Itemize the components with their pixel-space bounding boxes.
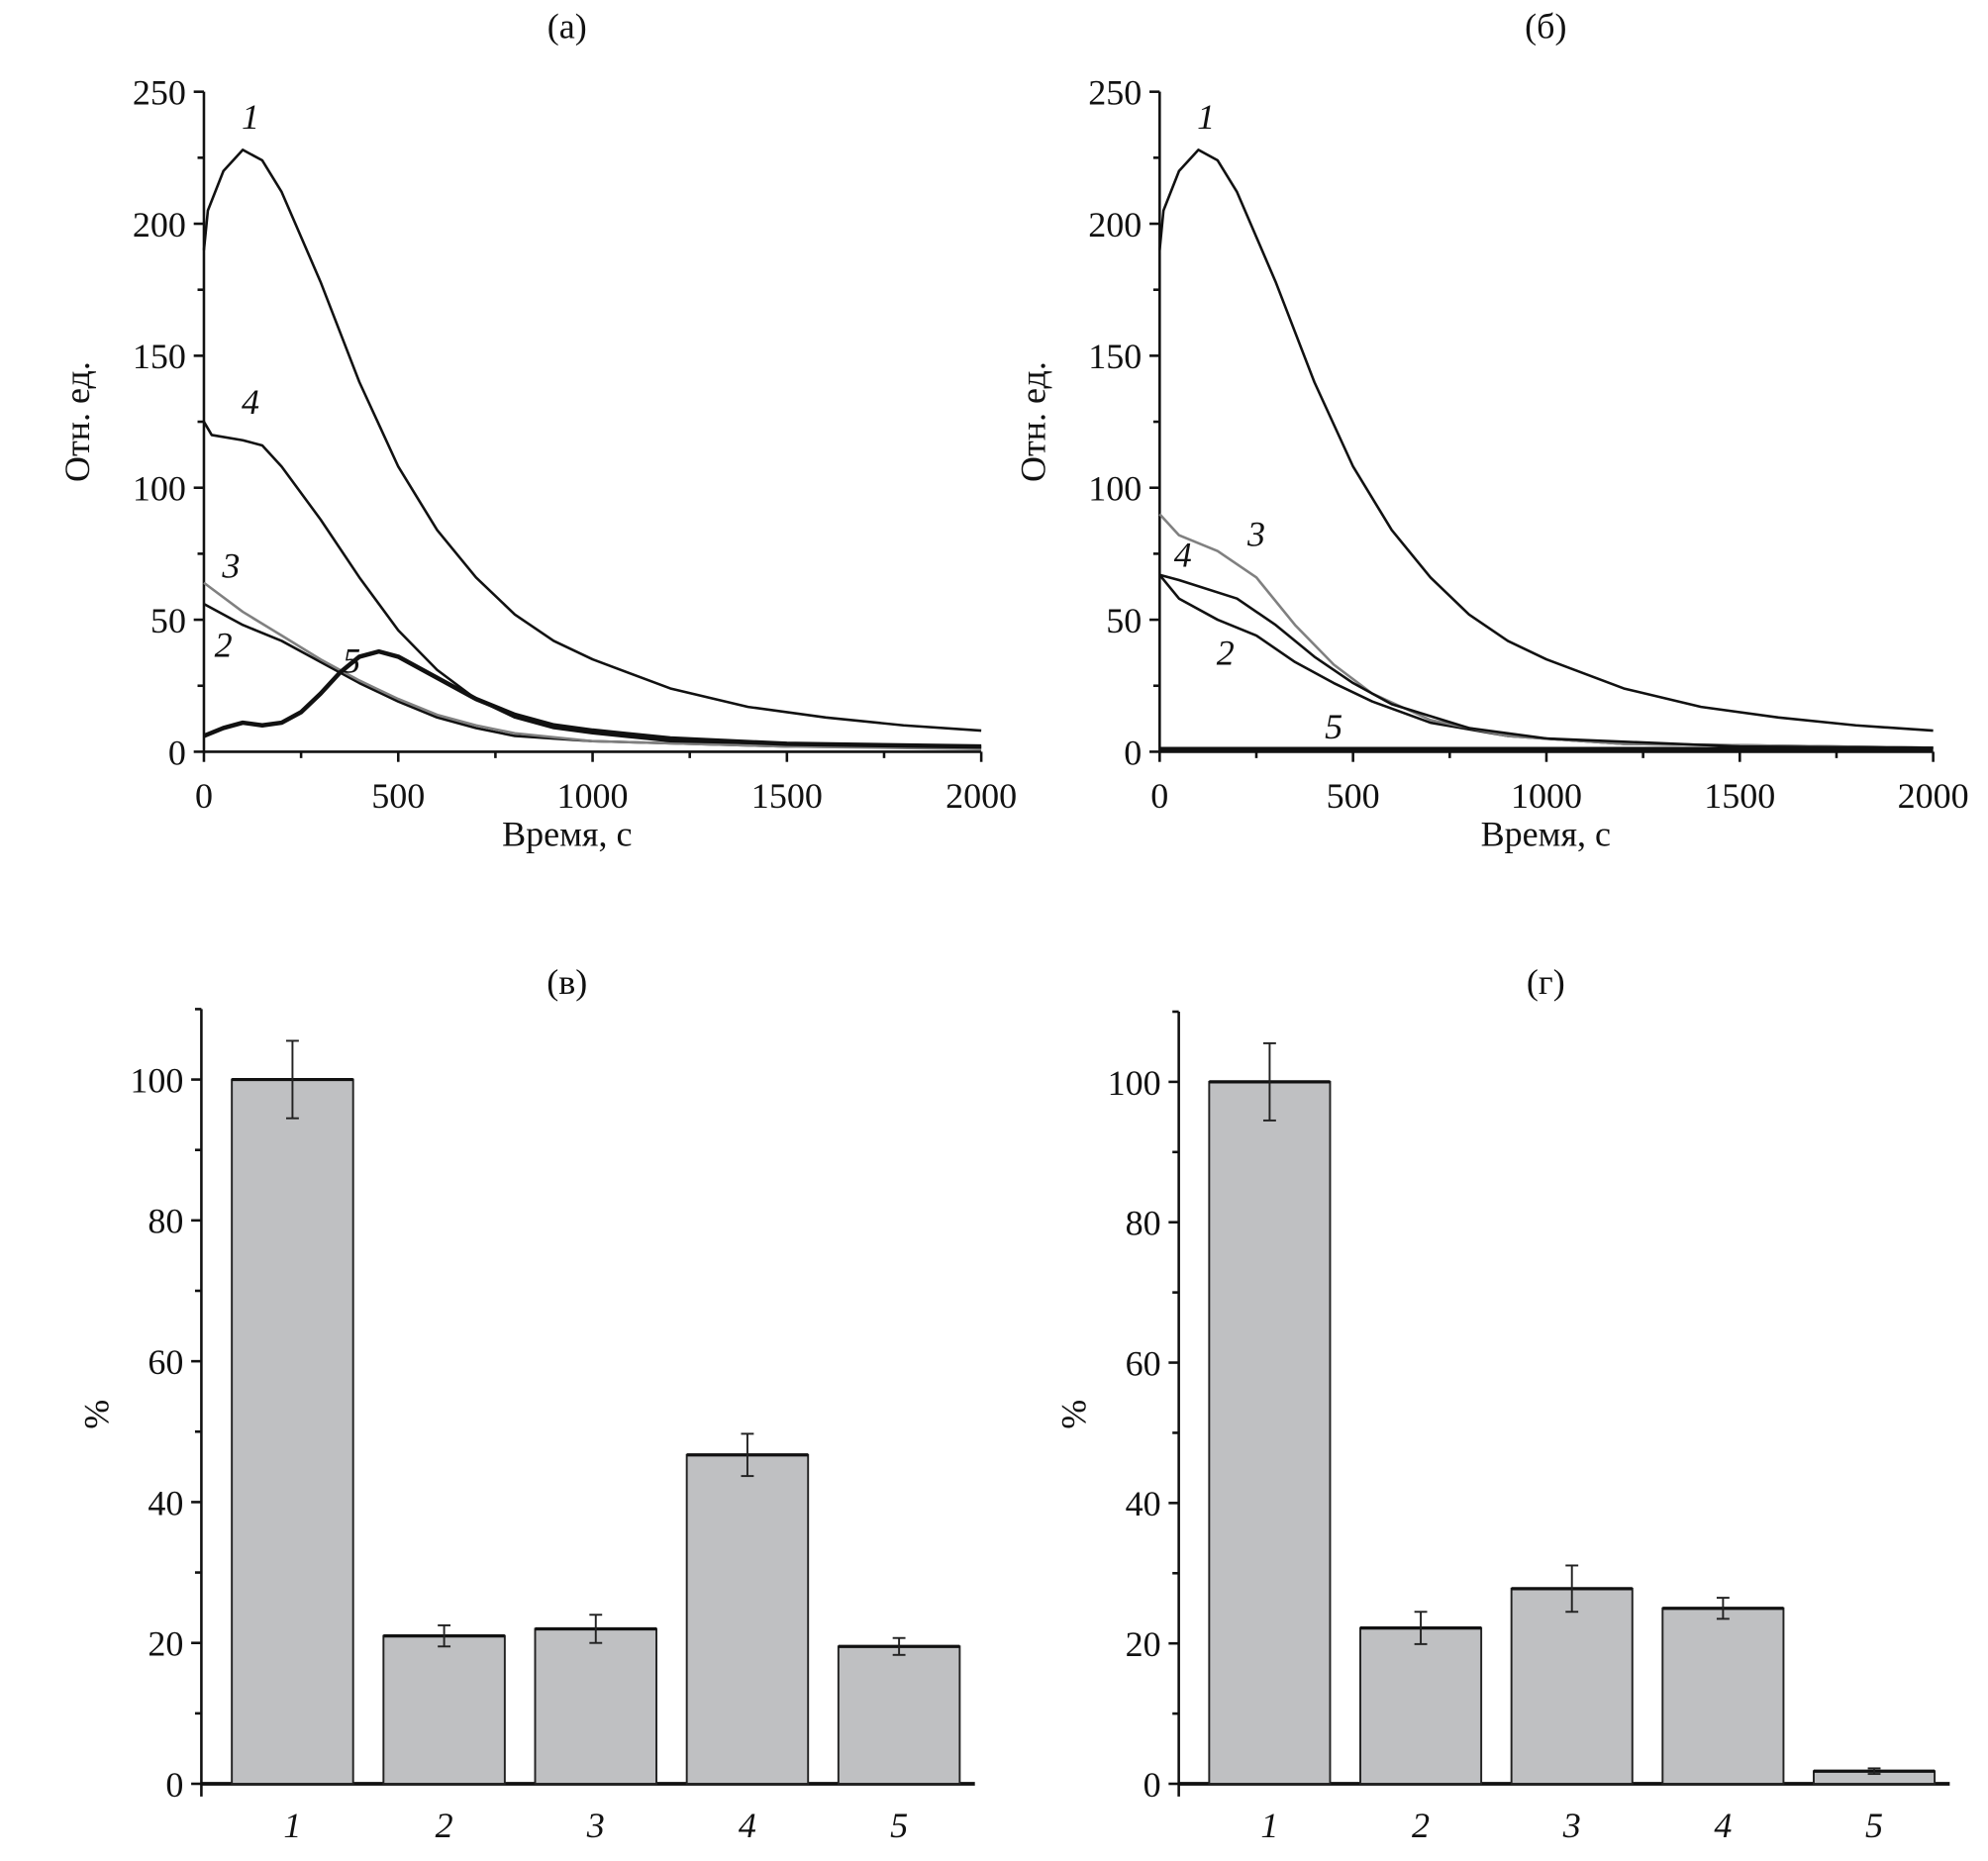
curve-label-4: 4 — [1174, 536, 1192, 575]
y-tick-label: 50 — [1106, 601, 1142, 640]
series-line-4 — [1158, 573, 1934, 749]
x-axis-label: Время, с — [1481, 815, 1611, 854]
y-tick-label: 0 — [1124, 733, 1142, 772]
chart-panel: (б) 0 50 100 150 200 250 Отн. ед. 0 500 1000 1500 20… — [1013, 7, 1968, 854]
x-tick-label: 2 — [436, 1806, 453, 1845]
bar — [1510, 1587, 1634, 1785]
panel-title: (а) — [547, 7, 587, 47]
bar — [231, 1078, 354, 1785]
series-line-1 — [1158, 148, 1934, 733]
y-tick-label: 60 — [1126, 1343, 1161, 1383]
curve-label-5: 5 — [1325, 707, 1342, 746]
y-tick-label: 20 — [1126, 1624, 1161, 1664]
panel-title: (в) — [547, 962, 587, 1002]
bar — [685, 1453, 810, 1785]
x-tick-label: 500 — [371, 776, 425, 816]
y-tick-label: 100 — [1088, 469, 1142, 509]
series-line-1 — [202, 148, 982, 733]
chart-panel: (г) 0 20 40 60 80 100% 1 2 3 4 5 — [1054, 962, 1950, 1845]
curve-label-5: 5 — [343, 640, 360, 680]
bar — [382, 1634, 506, 1785]
series-line-2 — [203, 602, 982, 749]
series-line-3 — [1158, 513, 1934, 749]
x-tick-label: 0 — [1150, 776, 1168, 816]
y-tick-label: 60 — [148, 1342, 183, 1382]
y-tick-label: 200 — [1088, 205, 1142, 245]
bar — [837, 1645, 961, 1785]
curve-label-1: 1 — [242, 97, 259, 137]
y-tick-label: 0 — [168, 733, 186, 772]
x-tick-label: 4 — [739, 1806, 756, 1845]
x-tick-label: 2000 — [1898, 776, 1969, 816]
y-tick-label: 250 — [1088, 73, 1142, 113]
y-tick-label: 80 — [1126, 1204, 1161, 1243]
y-tick-label: 20 — [148, 1624, 183, 1664]
chart-panel: (в) 0 20 40 60 80 100% 1 2 3 4 5 — [76, 962, 975, 1845]
series-line-5 — [203, 648, 982, 749]
x-tick-label: 1500 — [1704, 776, 1775, 816]
x-tick-label: 1500 — [751, 776, 823, 816]
curve-label-2: 2 — [215, 625, 233, 664]
x-axis-label: Время, с — [502, 815, 632, 854]
y-tick-label: 100 — [1108, 1063, 1161, 1103]
x-tick-label: 2000 — [945, 776, 1017, 816]
x-tick-label: 5 — [1865, 1806, 1883, 1845]
curve-label-3: 3 — [1246, 514, 1265, 553]
curve-label-1: 1 — [1197, 97, 1215, 137]
bar — [1208, 1080, 1332, 1785]
x-tick-label: 3 — [1562, 1806, 1581, 1845]
x-tick-label: 500 — [1327, 776, 1380, 816]
y-tick-label: 150 — [1088, 337, 1142, 376]
x-tick-label: 3 — [586, 1806, 605, 1845]
curve-label-3: 3 — [221, 545, 240, 585]
series-line-4 — [202, 421, 982, 748]
y-axis-label: Отн. ед. — [57, 361, 97, 482]
y-tick-label: 150 — [133, 337, 186, 376]
panel-title: (г) — [1527, 962, 1565, 1002]
y-axis-label: % — [76, 1400, 116, 1429]
x-tick-label: 5 — [890, 1806, 908, 1845]
y-tick-label: 40 — [148, 1483, 183, 1522]
y-tick-label: 50 — [150, 601, 186, 640]
panel-title: (б) — [1525, 7, 1566, 47]
y-tick-label: 0 — [165, 1765, 183, 1805]
x-tick-label: 2 — [1412, 1806, 1430, 1845]
x-tick-label: 4 — [1714, 1806, 1732, 1845]
x-tick-label: 1 — [1260, 1806, 1278, 1845]
y-tick-label: 40 — [1126, 1484, 1161, 1523]
bar — [1661, 1607, 1785, 1785]
chart-panel: (а) 0 50 100 150 200 250 Отн. ед. 0 500 1000 1500 20… — [57, 7, 1017, 854]
y-tick-label: 100 — [130, 1060, 183, 1100]
y-tick-label: 100 — [133, 469, 186, 509]
y-tick-label: 250 — [133, 73, 186, 113]
x-tick-label: 0 — [195, 776, 213, 816]
y-tick-label: 80 — [148, 1202, 183, 1241]
x-tick-label: 1 — [283, 1806, 301, 1845]
bar — [534, 1627, 658, 1785]
x-tick-label: 1000 — [557, 776, 629, 816]
y-tick-label: 200 — [133, 205, 186, 245]
y-axis-label: % — [1054, 1400, 1094, 1429]
y-tick-label: 0 — [1143, 1765, 1161, 1805]
curve-label-4: 4 — [242, 382, 259, 422]
series-line-3 — [203, 581, 982, 750]
curve-label-2: 2 — [1217, 633, 1235, 672]
y-axis-label: Отн. ед. — [1013, 361, 1052, 482]
x-tick-label: 1000 — [1511, 776, 1582, 816]
bar — [1359, 1626, 1483, 1785]
